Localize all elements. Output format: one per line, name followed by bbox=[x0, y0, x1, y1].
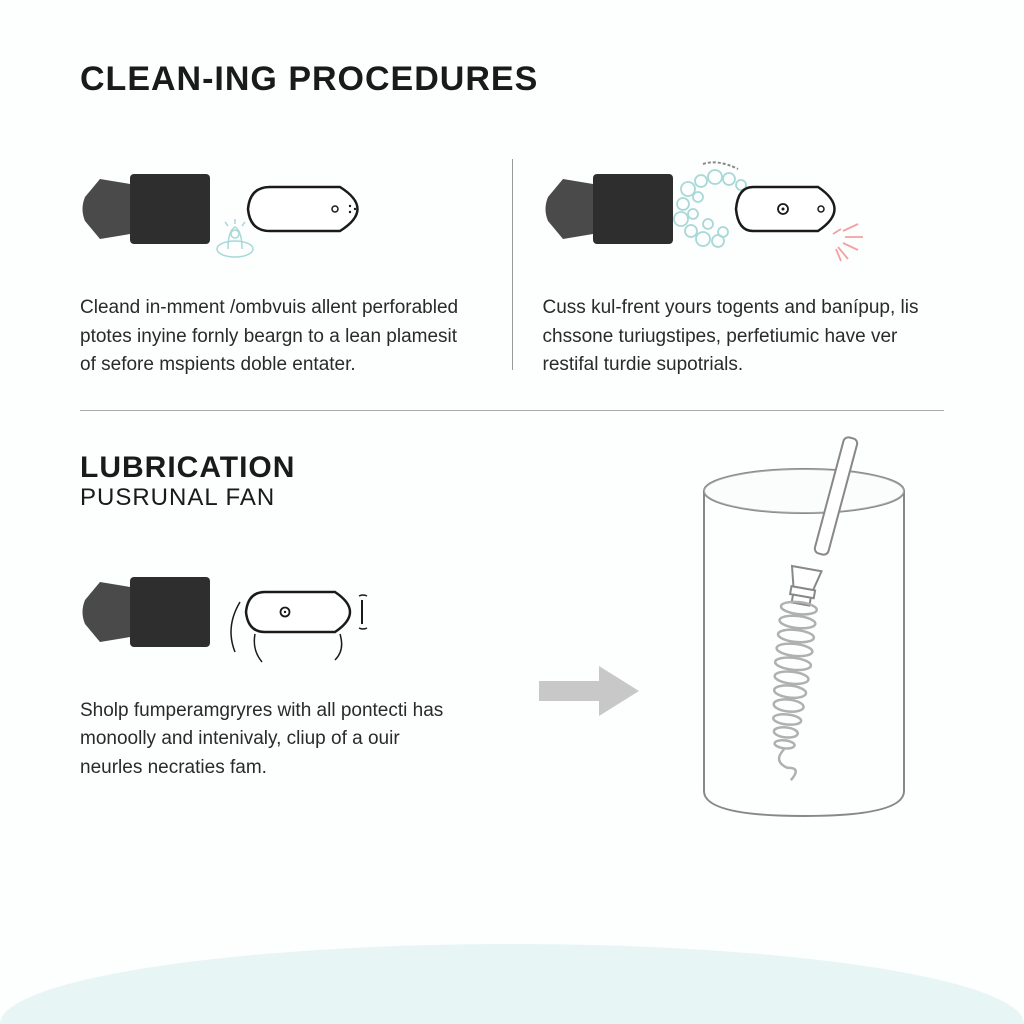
top-row: Cleand in-mment /ombvuis allent perforab… bbox=[80, 149, 944, 380]
text-cleaning-1: Cleand in-mment /ombvuis allent perforab… bbox=[80, 294, 460, 380]
page-title: CLEAN-ING PROCEDURES bbox=[80, 60, 944, 99]
subtitle-line-1: LUBRICATION bbox=[80, 451, 514, 484]
decorative-wave bbox=[0, 944, 1024, 1024]
illustration-cleaning-1 bbox=[80, 149, 482, 269]
bottom-section: LUBRICATION PUSRUNAL FAN bbox=[80, 451, 944, 836]
panel-lubrication: LUBRICATION PUSRUNAL FAN bbox=[80, 451, 514, 783]
panel-cleaning-2: Cuss kul-frent yours togents and banípup… bbox=[513, 149, 945, 380]
illustration-glass bbox=[664, 431, 944, 836]
arrow-icon bbox=[534, 661, 644, 726]
horizontal-divider bbox=[80, 410, 944, 411]
illustration-cleaning-2 bbox=[543, 149, 945, 269]
panel-cleaning-1: Cleand in-mment /ombvuis allent perforab… bbox=[80, 149, 512, 380]
illustration-lubrication bbox=[80, 552, 514, 672]
subtitle-line-2: PUSRUNAL FAN bbox=[80, 484, 514, 512]
text-lubrication: Sholp fumperamgryres with all pontecti h… bbox=[80, 697, 460, 783]
text-cleaning-2: Cuss kul-frent yours togents and banípup… bbox=[543, 294, 923, 380]
main-container: CLEAN-ING PROCEDURES bbox=[0, 0, 1024, 876]
